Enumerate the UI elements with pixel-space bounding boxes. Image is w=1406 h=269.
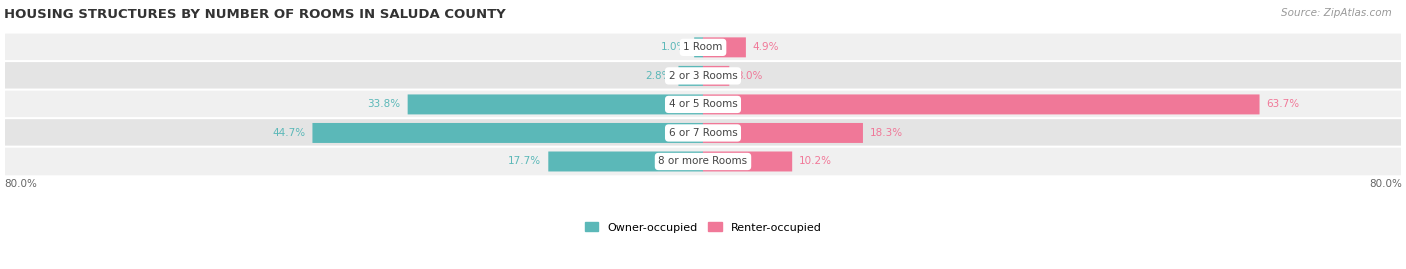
Text: HOUSING STRUCTURES BY NUMBER OF ROOMS IN SALUDA COUNTY: HOUSING STRUCTURES BY NUMBER OF ROOMS IN… bbox=[4, 9, 506, 22]
Text: Source: ZipAtlas.com: Source: ZipAtlas.com bbox=[1281, 8, 1392, 18]
FancyBboxPatch shape bbox=[679, 66, 703, 86]
FancyBboxPatch shape bbox=[703, 94, 1260, 114]
Text: 4.9%: 4.9% bbox=[752, 42, 779, 52]
Text: 80.0%: 80.0% bbox=[4, 179, 37, 189]
Text: 17.7%: 17.7% bbox=[509, 157, 541, 167]
Text: 8 or more Rooms: 8 or more Rooms bbox=[658, 157, 748, 167]
Text: 4 or 5 Rooms: 4 or 5 Rooms bbox=[669, 100, 737, 109]
Text: 6 or 7 Rooms: 6 or 7 Rooms bbox=[669, 128, 737, 138]
Text: 18.3%: 18.3% bbox=[870, 128, 903, 138]
FancyBboxPatch shape bbox=[695, 37, 703, 57]
FancyBboxPatch shape bbox=[4, 90, 1402, 119]
FancyBboxPatch shape bbox=[312, 123, 703, 143]
Text: 1 Room: 1 Room bbox=[683, 42, 723, 52]
Text: 3.0%: 3.0% bbox=[737, 71, 762, 81]
FancyBboxPatch shape bbox=[4, 147, 1402, 176]
Text: 1.0%: 1.0% bbox=[661, 42, 688, 52]
FancyBboxPatch shape bbox=[4, 61, 1402, 91]
FancyBboxPatch shape bbox=[548, 151, 703, 171]
FancyBboxPatch shape bbox=[703, 66, 730, 86]
Text: 33.8%: 33.8% bbox=[367, 100, 401, 109]
Text: 2 or 3 Rooms: 2 or 3 Rooms bbox=[669, 71, 737, 81]
Text: 10.2%: 10.2% bbox=[799, 157, 832, 167]
FancyBboxPatch shape bbox=[4, 118, 1402, 148]
Text: 44.7%: 44.7% bbox=[273, 128, 305, 138]
Legend: Owner-occupied, Renter-occupied: Owner-occupied, Renter-occupied bbox=[581, 218, 825, 237]
Text: 63.7%: 63.7% bbox=[1267, 100, 1299, 109]
FancyBboxPatch shape bbox=[703, 37, 747, 57]
FancyBboxPatch shape bbox=[703, 151, 792, 171]
Text: 80.0%: 80.0% bbox=[1369, 179, 1402, 189]
Text: 2.8%: 2.8% bbox=[645, 71, 672, 81]
FancyBboxPatch shape bbox=[4, 33, 1402, 62]
FancyBboxPatch shape bbox=[408, 94, 703, 114]
FancyBboxPatch shape bbox=[703, 123, 863, 143]
